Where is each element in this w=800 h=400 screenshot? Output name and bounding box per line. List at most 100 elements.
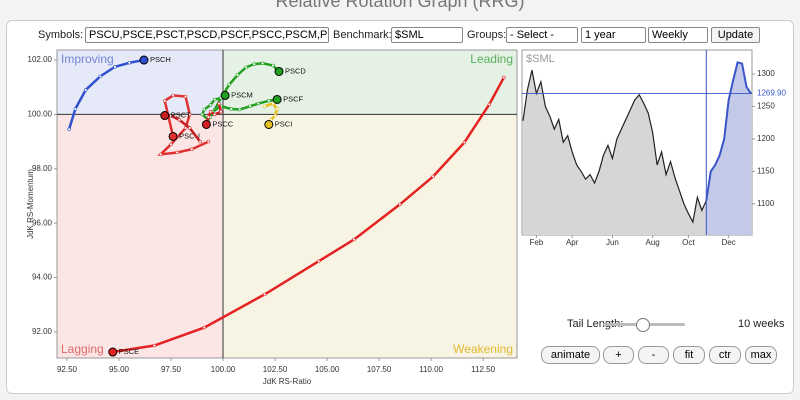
- x-tick-label: Feb: [530, 238, 544, 247]
- y-axis-title: JdK RS-Momentum: [26, 169, 35, 239]
- y-tick-label: 1150: [757, 166, 775, 175]
- symbols-label: Symbols:: [38, 29, 84, 41]
- tail-point: [200, 112, 204, 117]
- price-area: [706, 62, 751, 236]
- benchmark-label: Benchmark:: [333, 29, 392, 41]
- tail-point: [262, 292, 267, 297]
- chart-title: $SML: [526, 53, 555, 65]
- tail-point: [84, 88, 88, 92]
- tail-point: [177, 118, 182, 122]
- x-tick-label: 105.00: [315, 365, 340, 374]
- quadrant: [223, 114, 518, 358]
- tail-length-value: 10 weeks: [738, 318, 785, 330]
- symbol-label: PSCI: [275, 119, 293, 128]
- groups-select[interactable]: - Select -: [506, 27, 578, 43]
- tail-point: [262, 104, 267, 108]
- x-tick-label: 92.50: [57, 365, 78, 374]
- tail-point: [169, 142, 173, 147]
- quadrant: [57, 114, 224, 358]
- symbols-input[interactable]: PSCU,PSCE,PSCT,PSCD,PSCF,PSCC,PSCM,PS(: [85, 27, 329, 43]
- symbol-label: PSCF: [283, 94, 303, 103]
- action-button[interactable]: -: [638, 346, 669, 364]
- tail-point: [175, 150, 179, 155]
- action-button[interactable]: fit: [673, 346, 705, 364]
- action-button[interactable]: +: [603, 346, 634, 364]
- tail-head: [168, 131, 178, 141]
- tail-point: [190, 147, 194, 151]
- tail-point: [271, 63, 275, 68]
- x-tick-label: 107.50: [367, 365, 392, 374]
- tail-point: [398, 202, 402, 207]
- tail-point: [256, 101, 261, 106]
- tail-point: [127, 61, 132, 65]
- x-tick-label: 100.00: [211, 365, 236, 374]
- tail-point: [487, 102, 492, 107]
- tail-head: [160, 111, 170, 121]
- y-tick-label: 1250: [757, 102, 775, 111]
- x-tick-label: 102.50: [263, 365, 288, 374]
- tail-point: [113, 65, 117, 69]
- frequency-select[interactable]: Weekly: [648, 27, 708, 43]
- quadrant-label: Weakening: [453, 342, 513, 356]
- tail-head: [264, 119, 274, 129]
- benchmark-input[interactable]: $SML: [391, 27, 463, 43]
- y-tick-label: 94.00: [32, 273, 53, 282]
- period-select[interactable]: 1 year: [581, 27, 646, 43]
- y-tick-label: 98.00: [32, 164, 53, 173]
- symbol-label: PSCH: [150, 55, 171, 64]
- tail-point: [206, 115, 211, 119]
- tail-point: [213, 97, 217, 102]
- x-tick-label: Oct: [682, 238, 695, 247]
- tail-point: [198, 139, 202, 144]
- tail-head: [108, 347, 118, 357]
- tail-head: [220, 90, 230, 100]
- y-tick-label: 102.00: [28, 55, 53, 64]
- action-button[interactable]: max: [745, 346, 777, 364]
- tail-point: [208, 103, 213, 107]
- tail-point: [202, 325, 206, 330]
- tail-point: [244, 65, 248, 70]
- symbol-label: PSCE: [119, 347, 139, 356]
- tail-point: [219, 110, 223, 114]
- tail-point: [169, 114, 173, 118]
- tail-point: [260, 61, 265, 66]
- action-button[interactable]: ctr: [709, 346, 741, 364]
- quadrant-label: Lagging: [61, 342, 104, 356]
- quadrant-label: Improving: [61, 52, 114, 66]
- y-tick-label: 1100: [757, 199, 775, 208]
- tail-point: [183, 126, 188, 130]
- x-tick-label: 112.50: [471, 365, 495, 374]
- tail-point: [275, 107, 279, 111]
- tail-point: [237, 107, 242, 112]
- tail-point: [252, 62, 256, 66]
- y-tick-label: 1200: [757, 134, 775, 143]
- tail-slider-thumb[interactable]: [636, 318, 650, 332]
- tail-point: [431, 174, 435, 179]
- last-value-label: 1269.90: [757, 89, 786, 98]
- tail-point: [98, 74, 102, 79]
- tail-point: [188, 126, 192, 130]
- quadrant-label: Leading: [470, 52, 513, 66]
- action-button[interactable]: animate: [541, 346, 600, 364]
- page-title: Relative Rotation Graph (RRG): [275, 0, 525, 11]
- tail-point: [267, 99, 271, 103]
- tail-point: [183, 94, 188, 99]
- symbol-label: PSCM: [231, 90, 253, 99]
- tail-point: [502, 75, 506, 80]
- x-tick-label: 97.50: [161, 365, 182, 374]
- y-tick-label: 100.00: [28, 110, 53, 119]
- tail-point: [206, 139, 211, 144]
- x-tick-label: Aug: [646, 238, 660, 247]
- update-button[interactable]: Update: [711, 27, 760, 43]
- tail-point: [163, 99, 167, 103]
- tail-line: [211, 98, 278, 113]
- x-axis-title: JdK RS-Ratio: [263, 377, 312, 386]
- symbol-label: PSCD: [285, 66, 306, 75]
- tail-point: [171, 93, 175, 98]
- symbol-label: PSCC: [212, 119, 233, 128]
- tail-point: [213, 112, 217, 117]
- tail-point: [188, 112, 192, 117]
- y-tick-label: 96.00: [32, 218, 53, 227]
